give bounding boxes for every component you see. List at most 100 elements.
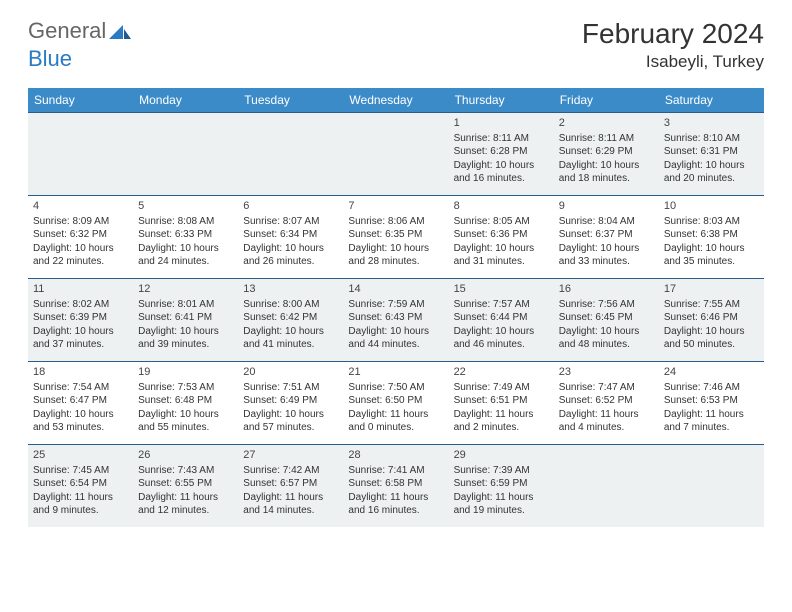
sunset-text: Sunset: 6:32 PM — [33, 228, 128, 242]
day-cell: 18Sunrise: 7:54 AMSunset: 6:47 PMDayligh… — [28, 362, 133, 444]
day-cell: 12Sunrise: 8:01 AMSunset: 6:41 PMDayligh… — [133, 279, 238, 361]
day-number: 13 — [243, 282, 338, 297]
day-cell: 26Sunrise: 7:43 AMSunset: 6:55 PMDayligh… — [133, 445, 238, 527]
sunrise-text: Sunrise: 7:47 AM — [559, 381, 654, 395]
sunset-text: Sunset: 6:46 PM — [664, 311, 759, 325]
sunrise-text: Sunrise: 8:05 AM — [454, 215, 549, 229]
week-row: 11Sunrise: 8:02 AMSunset: 6:39 PMDayligh… — [28, 278, 764, 361]
sunset-text: Sunset: 6:50 PM — [348, 394, 443, 408]
sunset-text: Sunset: 6:49 PM — [243, 394, 338, 408]
day-number: 27 — [243, 448, 338, 463]
logo: General — [28, 18, 131, 44]
daylight-text: Daylight: 10 hours and 39 minutes. — [138, 325, 233, 352]
sunrise-text: Sunrise: 8:10 AM — [664, 132, 759, 146]
sunset-text: Sunset: 6:34 PM — [243, 228, 338, 242]
day-cell: 28Sunrise: 7:41 AMSunset: 6:58 PMDayligh… — [343, 445, 448, 527]
sunrise-text: Sunrise: 8:02 AM — [33, 298, 128, 312]
daylight-text: Daylight: 10 hours and 28 minutes. — [348, 242, 443, 269]
day-number: 6 — [243, 199, 338, 214]
sunrise-text: Sunrise: 8:03 AM — [664, 215, 759, 229]
week-row: 25Sunrise: 7:45 AMSunset: 6:54 PMDayligh… — [28, 444, 764, 527]
day-number: 2 — [559, 116, 654, 131]
sunrise-text: Sunrise: 7:39 AM — [454, 464, 549, 478]
daylight-text: Daylight: 10 hours and 33 minutes. — [559, 242, 654, 269]
calendar: SundayMondayTuesdayWednesdayThursdayFrid… — [28, 88, 764, 527]
day-cell: 8Sunrise: 8:05 AMSunset: 6:36 PMDaylight… — [449, 196, 554, 278]
daylight-text: Daylight: 11 hours and 14 minutes. — [243, 491, 338, 518]
day-cell: 3Sunrise: 8:10 AMSunset: 6:31 PMDaylight… — [659, 113, 764, 195]
day-cell: 19Sunrise: 7:53 AMSunset: 6:48 PMDayligh… — [133, 362, 238, 444]
sunrise-text: Sunrise: 7:57 AM — [454, 298, 549, 312]
day-cell: 23Sunrise: 7:47 AMSunset: 6:52 PMDayligh… — [554, 362, 659, 444]
daylight-text: Daylight: 11 hours and 0 minutes. — [348, 408, 443, 435]
sunset-text: Sunset: 6:57 PM — [243, 477, 338, 491]
month-title: February 2024 — [582, 18, 764, 50]
day-cell: 14Sunrise: 7:59 AMSunset: 6:43 PMDayligh… — [343, 279, 448, 361]
day-number: 3 — [664, 116, 759, 131]
sunrise-text: Sunrise: 8:01 AM — [138, 298, 233, 312]
day-cell: 27Sunrise: 7:42 AMSunset: 6:57 PMDayligh… — [238, 445, 343, 527]
day-header-cell: Wednesday — [343, 88, 448, 112]
week-row: 18Sunrise: 7:54 AMSunset: 6:47 PMDayligh… — [28, 361, 764, 444]
sunset-text: Sunset: 6:52 PM — [559, 394, 654, 408]
logo-text-blue: Blue — [28, 46, 72, 72]
daylight-text: Daylight: 10 hours and 50 minutes. — [664, 325, 759, 352]
daylight-text: Daylight: 10 hours and 57 minutes. — [243, 408, 338, 435]
day-number: 14 — [348, 282, 443, 297]
sunrise-text: Sunrise: 7:53 AM — [138, 381, 233, 395]
day-number: 1 — [454, 116, 549, 131]
sunset-text: Sunset: 6:47 PM — [33, 394, 128, 408]
day-number: 12 — [138, 282, 233, 297]
title-block: February 2024 Isabeyli, Turkey — [582, 18, 764, 72]
day-number: 24 — [664, 365, 759, 380]
daylight-text: Daylight: 10 hours and 20 minutes. — [664, 159, 759, 186]
logo-sail-icon — [109, 19, 131, 35]
day-number: 18 — [33, 365, 128, 380]
sunset-text: Sunset: 6:29 PM — [559, 145, 654, 159]
daylight-text: Daylight: 10 hours and 55 minutes. — [138, 408, 233, 435]
day-cell: 6Sunrise: 8:07 AMSunset: 6:34 PMDaylight… — [238, 196, 343, 278]
sunset-text: Sunset: 6:37 PM — [559, 228, 654, 242]
sunset-text: Sunset: 6:28 PM — [454, 145, 549, 159]
daylight-text: Daylight: 10 hours and 35 minutes. — [664, 242, 759, 269]
sunset-text: Sunset: 6:43 PM — [348, 311, 443, 325]
sunrise-text: Sunrise: 8:11 AM — [454, 132, 549, 146]
daylight-text: Daylight: 11 hours and 16 minutes. — [348, 491, 443, 518]
day-cell: 16Sunrise: 7:56 AMSunset: 6:45 PMDayligh… — [554, 279, 659, 361]
day-number: 5 — [138, 199, 233, 214]
daylight-text: Daylight: 11 hours and 4 minutes. — [559, 408, 654, 435]
daylight-text: Daylight: 10 hours and 48 minutes. — [559, 325, 654, 352]
sunrise-text: Sunrise: 7:51 AM — [243, 381, 338, 395]
day-number: 7 — [348, 199, 443, 214]
sunset-text: Sunset: 6:41 PM — [138, 311, 233, 325]
sunrise-text: Sunrise: 7:49 AM — [454, 381, 549, 395]
sunset-text: Sunset: 6:55 PM — [138, 477, 233, 491]
day-cell — [343, 113, 448, 195]
sunrise-text: Sunrise: 8:09 AM — [33, 215, 128, 229]
day-number: 21 — [348, 365, 443, 380]
sunset-text: Sunset: 6:58 PM — [348, 477, 443, 491]
day-number: 17 — [664, 282, 759, 297]
location: Isabeyli, Turkey — [582, 52, 764, 72]
day-header-row: SundayMondayTuesdayWednesdayThursdayFrid… — [28, 88, 764, 112]
header: General February 2024 Isabeyli, Turkey — [0, 0, 792, 80]
daylight-text: Daylight: 11 hours and 9 minutes. — [33, 491, 128, 518]
logo-text-general: General — [28, 18, 106, 44]
sunset-text: Sunset: 6:33 PM — [138, 228, 233, 242]
sunset-text: Sunset: 6:45 PM — [559, 311, 654, 325]
day-number: 4 — [33, 199, 128, 214]
daylight-text: Daylight: 11 hours and 2 minutes. — [454, 408, 549, 435]
daylight-text: Daylight: 10 hours and 31 minutes. — [454, 242, 549, 269]
day-cell — [659, 445, 764, 527]
daylight-text: Daylight: 10 hours and 44 minutes. — [348, 325, 443, 352]
day-cell: 7Sunrise: 8:06 AMSunset: 6:35 PMDaylight… — [343, 196, 448, 278]
sunset-text: Sunset: 6:38 PM — [664, 228, 759, 242]
sunset-text: Sunset: 6:44 PM — [454, 311, 549, 325]
day-number: 8 — [454, 199, 549, 214]
day-number: 29 — [454, 448, 549, 463]
sunset-text: Sunset: 6:48 PM — [138, 394, 233, 408]
day-header-cell: Tuesday — [238, 88, 343, 112]
sunrise-text: Sunrise: 8:08 AM — [138, 215, 233, 229]
day-cell: 15Sunrise: 7:57 AMSunset: 6:44 PMDayligh… — [449, 279, 554, 361]
week-row: 4Sunrise: 8:09 AMSunset: 6:32 PM Daylight… — [28, 195, 764, 278]
